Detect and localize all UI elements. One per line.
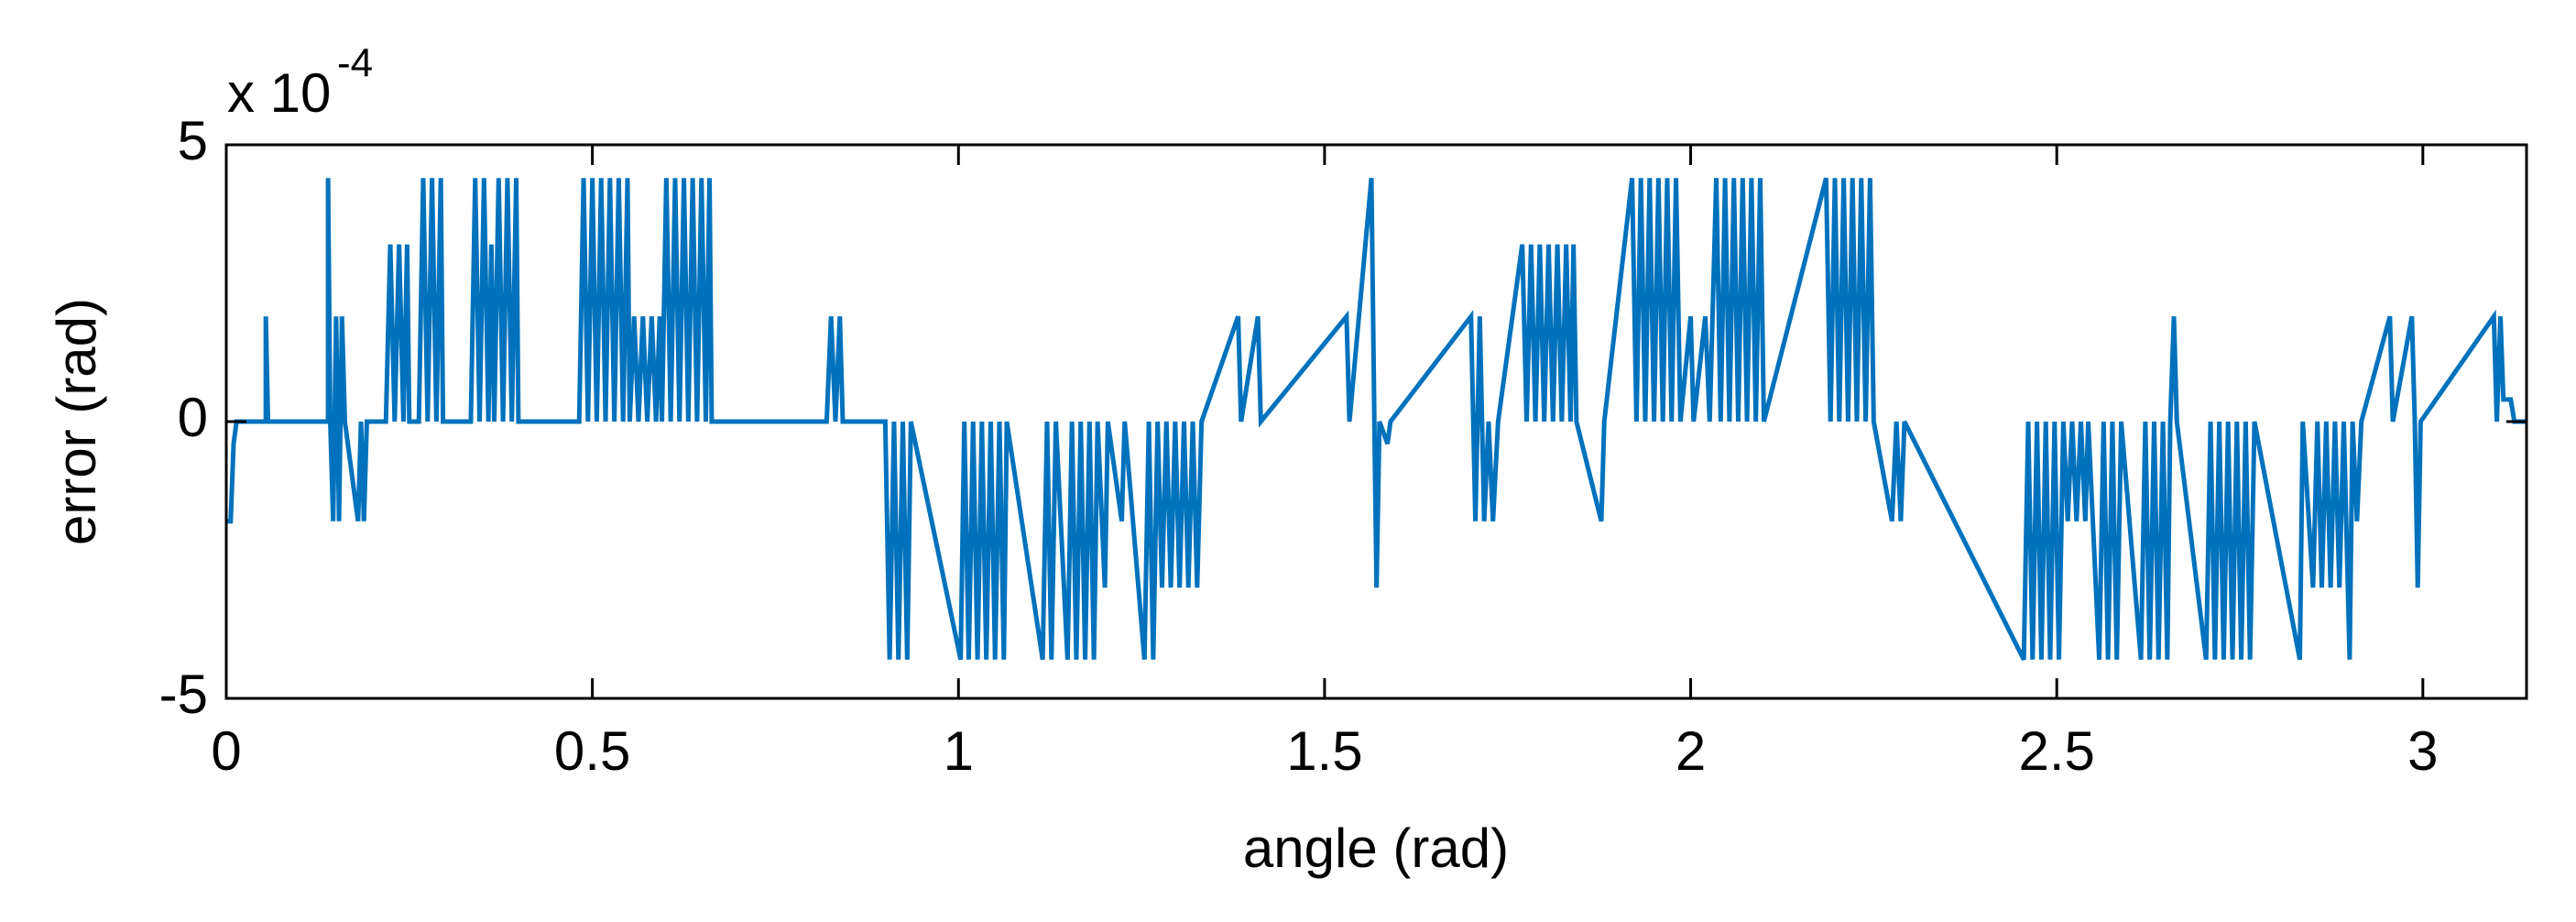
data-line: [226, 177, 2527, 661]
y-tick-label: 5: [178, 110, 208, 171]
y-tick-label: 0: [178, 387, 208, 448]
y-multiplier: x 10: [227, 62, 331, 124]
x-tick-label: 0.5: [554, 720, 630, 782]
x-tick-label: 1.5: [1286, 720, 1362, 782]
y-tick-label: -5: [159, 664, 208, 725]
x-tick-label: 2.5: [2018, 720, 2094, 782]
x-tick-label: 1: [944, 720, 974, 782]
y-axis-label: error (rad): [46, 298, 107, 545]
x-tick-label: 0: [211, 720, 241, 782]
y-multiplier-exponent: -4: [337, 41, 373, 86]
x-tick-label: 3: [2407, 720, 2438, 782]
x-axis-label: angle (rad): [1243, 818, 1509, 879]
x-tick-label: 2: [1675, 720, 1706, 782]
